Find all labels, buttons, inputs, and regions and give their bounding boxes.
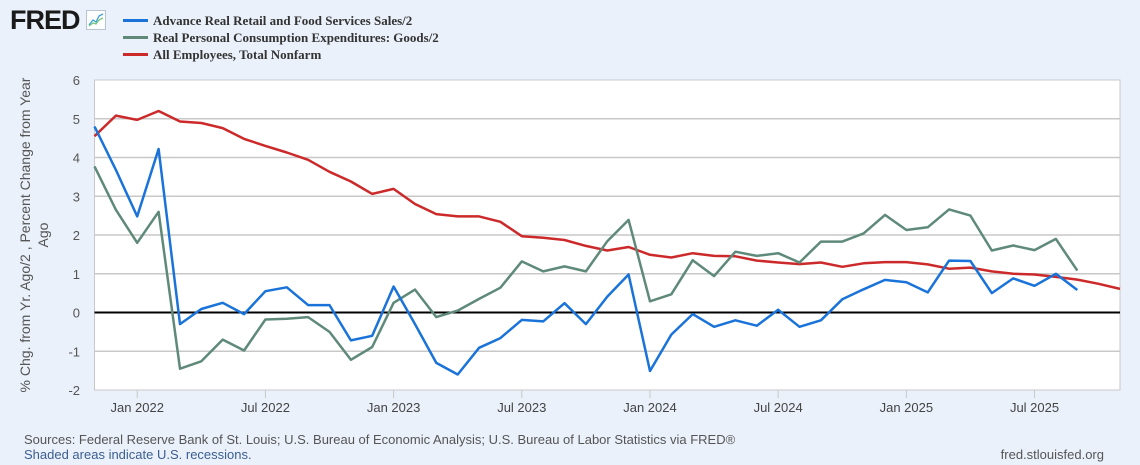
y-tick-label: 4 <box>73 151 80 166</box>
series-line-retail-sales[interactable] <box>93 125 1079 376</box>
y-tick-label: 0 <box>73 306 80 321</box>
legend-item-retail-sales[interactable]: Advance Real Retail and Food Services Sa… <box>123 12 439 29</box>
legend-label: All Employees, Total Nonfarm <box>153 46 322 62</box>
series-line-nonfarm-employees[interactable] <box>93 109 1121 291</box>
y-tick-label: -2 <box>68 383 80 398</box>
fred-logo[interactable]: FRED <box>10 5 106 35</box>
y-tick-label: 6 <box>73 73 80 88</box>
footer-sources: Sources: Federal Reserve Bank of St. Lou… <box>24 432 736 447</box>
y-axis-title-line-1: % Chg. from Yr. Ago/2 , Percent Change f… <box>17 77 33 392</box>
y-tick-label: 2 <box>73 228 80 243</box>
y-axis-title: % Chg. from Yr. Ago/2 , Percent Change f… <box>17 77 51 392</box>
legend-swatch-green <box>123 36 148 39</box>
line-chart-icon <box>85 10 106 30</box>
y-tick-label: -1 <box>68 344 80 359</box>
x-tick-label: Jul 2025 <box>1010 400 1059 415</box>
x-axis-ticks: Jan 2022 Jul 2022 Jan 2023 Jul 2023 Jan 2024… <box>110 390 1059 415</box>
legend-item-nonfarm[interactable]: All Employees, Total Nonfarm <box>123 46 439 63</box>
gridlines <box>94 118 1120 352</box>
legend-swatch-red <box>123 53 148 56</box>
y-tick-label: 3 <box>73 189 80 204</box>
legend-label: Advance Real Retail and Food Services Sa… <box>153 12 413 28</box>
x-tick-label: Jan 2023 <box>367 400 421 415</box>
chart-legend: Advance Real Retail and Food Services Sa… <box>123 12 439 63</box>
x-tick-label: Jan 2024 <box>623 400 677 415</box>
y-axis-ticks: -2 -1 0 1 2 3 4 5 6 <box>68 73 80 398</box>
x-tick-label: Jan 2025 <box>880 400 934 415</box>
fred-logo-text: FRED <box>10 5 80 35</box>
legend-label: Real Personal Consumption Expenditures: … <box>153 29 439 45</box>
series-lines <box>93 109 1121 376</box>
legend-swatch-blue <box>123 19 148 22</box>
footer-recessions-note[interactable]: Shaded areas indicate U.S. recessions. <box>24 447 252 462</box>
x-tick-label: Jan 2022 <box>110 400 164 415</box>
y-tick-label: 5 <box>73 112 80 127</box>
y-axis-title-line-2: Ago <box>35 222 51 247</box>
x-tick-label: Jul 2024 <box>754 400 803 415</box>
footer-url[interactable]: fred.stlouisfed.org <box>1000 447 1104 462</box>
legend-item-pce-goods[interactable]: Real Personal Consumption Expenditures: … <box>123 29 439 46</box>
x-tick-label: Jul 2023 <box>497 400 546 415</box>
y-tick-label: 1 <box>73 267 80 282</box>
series-line-pce-goods[interactable] <box>93 165 1079 370</box>
x-tick-label: Jul 2022 <box>241 400 290 415</box>
